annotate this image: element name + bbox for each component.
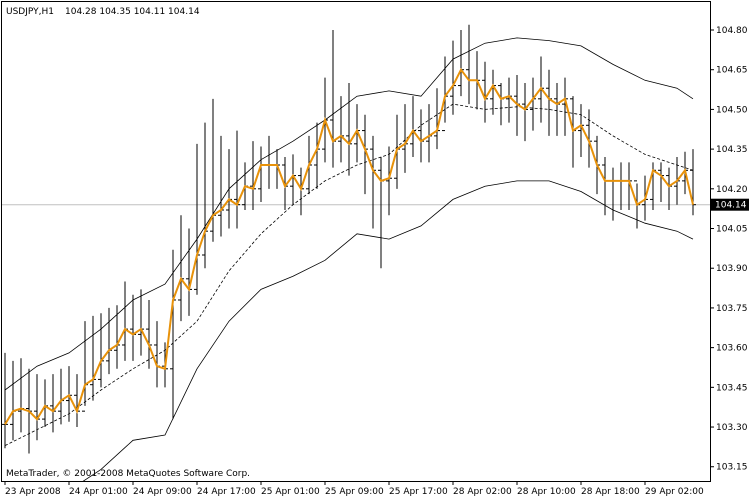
y-tick-label: 104.05 (716, 225, 748, 235)
symbol-label: USDJPY,H1 (6, 7, 54, 17)
moving-average (4, 67, 694, 425)
price-axis: 104.80 104.65 104.50 104.35 104.20 104.05 103.… (710, 26, 748, 473)
y-tick-label: 103.60 (716, 344, 748, 354)
current-price-label-bg (711, 198, 749, 211)
current-price-label: 104.14 (715, 201, 747, 211)
x-tick-label: 29 Apr 02:00 (645, 487, 704, 497)
y-tick-label: 104.50 (716, 105, 748, 115)
y-tick-label: 103.45 (716, 383, 748, 393)
x-tick-label: 24 Apr 01:00 (69, 487, 128, 497)
x-tick-label: 28 Apr 18:00 (581, 487, 640, 497)
x-tick-label: 24 Apr 09:00 (133, 487, 192, 497)
x-tick-label: 24 Apr 17:00 (197, 487, 256, 497)
y-tick-label: 104.65 (716, 66, 748, 76)
middle-band (4, 103, 694, 446)
y-tick-label: 103.90 (716, 264, 748, 274)
x-tick-label: 23 Apr 2008 (5, 487, 61, 497)
x-tick-label: 28 Apr 10:00 (517, 487, 576, 497)
time-axis: 23 Apr 2008 24 Apr 01:00 24 Apr 09:00 24 Ap… (4, 481, 704, 497)
x-tick-label: 25 Apr 01:00 (261, 487, 320, 497)
bollinger-bands (4, 37, 694, 481)
upper-band (4, 37, 694, 391)
ohlc-values: 104.28 104.35 104.11 104.14 (65, 7, 200, 17)
y-tick-label: 104.80 (716, 26, 748, 36)
y-tick-label: 103.75 (716, 304, 748, 314)
x-tick-label: 25 Apr 17:00 (389, 487, 448, 497)
x-tick-label: 28 Apr 02:00 (453, 487, 512, 497)
y-tick-label: 104.35 (716, 145, 748, 155)
copyright-text: MetaTrader, © 2001-2008 MetaQuotes Softw… (6, 469, 250, 479)
y-tick-label: 103.30 (716, 423, 748, 433)
ma-line (4, 67, 694, 425)
y-tick-label: 103.15 (716, 463, 748, 473)
lower-band (82, 180, 694, 481)
y-tick-label: 104.20 (716, 185, 748, 195)
plot-area (1, 1, 711, 482)
x-tick-label: 25 Apr 09:00 (325, 487, 384, 497)
